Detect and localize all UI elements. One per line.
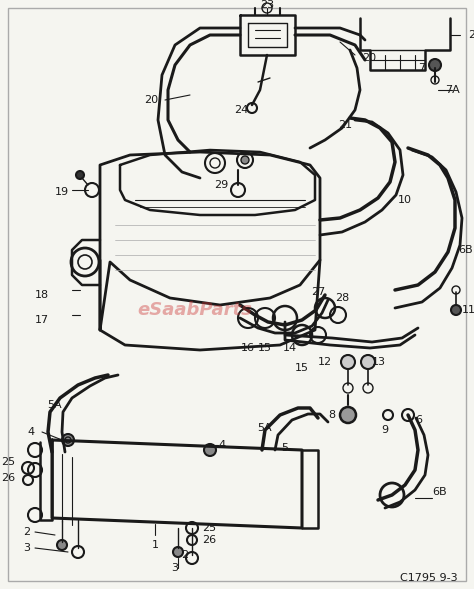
Text: C1795 9-3: C1795 9-3 (400, 573, 457, 583)
Text: 6B: 6B (432, 487, 447, 497)
Text: 4: 4 (218, 440, 225, 450)
Text: 12: 12 (318, 357, 332, 367)
Text: 2: 2 (23, 527, 30, 537)
Text: 8: 8 (328, 410, 336, 420)
Text: 14: 14 (283, 343, 297, 353)
Circle shape (173, 547, 183, 557)
Circle shape (340, 407, 356, 423)
Text: 27: 27 (311, 287, 325, 297)
Text: 26: 26 (202, 535, 216, 545)
Text: 19: 19 (55, 187, 69, 197)
Text: 11: 11 (462, 305, 474, 315)
Circle shape (451, 305, 461, 315)
Text: eSaabParts: eSaabParts (137, 301, 253, 319)
Text: 20: 20 (362, 53, 376, 63)
Text: 17: 17 (35, 315, 49, 325)
Circle shape (361, 355, 375, 369)
Circle shape (341, 355, 355, 369)
Text: 2: 2 (182, 550, 189, 560)
Text: 28: 28 (335, 293, 349, 303)
Text: 6B: 6B (458, 245, 473, 255)
Text: 15: 15 (295, 363, 309, 373)
Text: 20: 20 (144, 95, 158, 105)
Text: 18: 18 (35, 290, 49, 300)
Text: 4: 4 (28, 427, 35, 437)
Text: 15: 15 (258, 343, 272, 353)
Circle shape (57, 540, 67, 550)
Text: 29: 29 (214, 180, 228, 190)
Circle shape (76, 171, 84, 179)
Text: 25: 25 (1, 457, 15, 467)
Text: 9: 9 (382, 425, 389, 435)
Text: 21: 21 (338, 120, 352, 130)
Text: 7A: 7A (445, 85, 460, 95)
Text: 3: 3 (172, 563, 179, 573)
Text: 5A: 5A (258, 423, 272, 433)
Text: 5: 5 (282, 443, 289, 453)
Circle shape (429, 59, 441, 71)
Text: 6: 6 (415, 415, 422, 425)
Text: 13: 13 (372, 357, 386, 367)
Text: 23: 23 (260, 0, 274, 10)
Circle shape (62, 434, 74, 446)
Circle shape (204, 444, 216, 456)
Text: 24: 24 (234, 105, 248, 115)
Text: 25: 25 (202, 523, 216, 533)
Text: 7: 7 (419, 63, 426, 73)
Text: 1: 1 (152, 540, 158, 550)
Text: 26: 26 (1, 473, 15, 483)
Text: 3: 3 (23, 543, 30, 553)
Circle shape (241, 156, 249, 164)
Text: 16: 16 (241, 343, 255, 353)
Text: 5A: 5A (48, 400, 62, 410)
Text: 22: 22 (468, 30, 474, 40)
Text: 10: 10 (398, 195, 412, 205)
